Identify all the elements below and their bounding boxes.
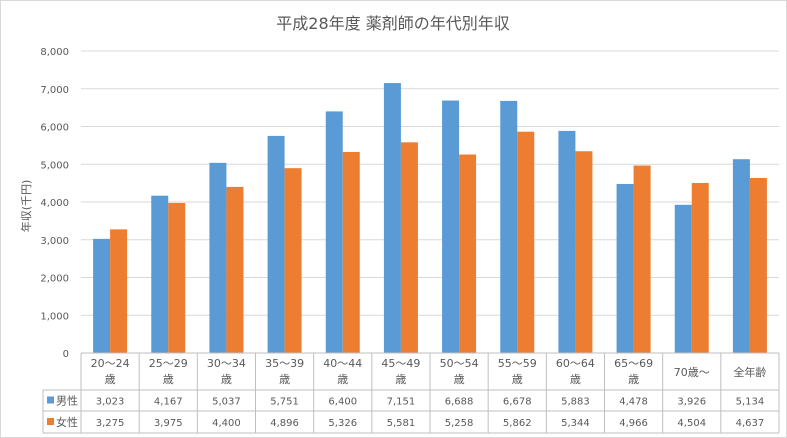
data-label: 6,678 <box>503 397 532 408</box>
bar-male <box>500 100 518 353</box>
y-tick-label: 7,000 <box>40 85 69 96</box>
x-tick-label: 65～69 <box>614 357 653 370</box>
data-label: 3,975 <box>154 418 183 429</box>
data-label: 4,637 <box>736 418 765 429</box>
bar-male <box>151 195 169 353</box>
data-label: 4,504 <box>677 418 706 429</box>
y-tick-label: 1,000 <box>40 311 69 322</box>
x-tick-label: 歳 <box>221 373 232 386</box>
bar-female <box>226 186 244 353</box>
bar-female <box>459 154 477 353</box>
x-tick-label: 歳 <box>337 373 348 386</box>
y-tick-label: 8,000 <box>40 47 69 58</box>
x-tick-label: 30～34 <box>207 357 246 370</box>
data-label: 6,688 <box>445 397 474 408</box>
data-label: 4,896 <box>270 418 299 429</box>
x-tick-label: 20～24 <box>91 357 130 370</box>
x-tick-label: 50～54 <box>440 357 479 370</box>
data-label: 5,344 <box>561 418 590 429</box>
data-label: 5,883 <box>561 397 590 408</box>
legend-label: 女性 <box>56 415 78 429</box>
y-tick-label: 3,000 <box>40 236 69 247</box>
x-tick-label: 歳 <box>105 373 116 386</box>
chart-title: 平成28年度 薬剤師の年代別年収 <box>276 14 509 33</box>
data-label: 5,134 <box>736 397 765 408</box>
data-label: 4,966 <box>619 418 648 429</box>
bar-female <box>400 142 418 353</box>
x-tick-label: 55～59 <box>498 357 537 370</box>
bar-female <box>517 131 535 353</box>
y-axis-label: 年収(千円) <box>19 180 33 233</box>
x-tick-label: 40～44 <box>323 357 362 370</box>
bar-male <box>732 159 750 353</box>
bar-male <box>558 130 576 353</box>
bar-male <box>325 111 343 354</box>
legend-key <box>47 396 54 404</box>
data-label: 4,400 <box>212 418 241 429</box>
data-table: 20～24 歳 25～29 歳 30～34 歳 35～39 歳 40～44 歳 45～49 歳 50～5… <box>42 352 780 434</box>
x-tick-label: 60～64 <box>556 357 595 370</box>
bar-female <box>575 151 593 353</box>
bar-female <box>633 165 651 353</box>
data-label: 5,581 <box>387 418 416 429</box>
y-tick-label: 0 <box>63 349 69 360</box>
bar-male <box>93 238 111 353</box>
bar-female <box>749 177 767 353</box>
data-label: 6,400 <box>328 397 357 408</box>
x-tick-label: 歳 <box>570 373 581 386</box>
bar-female <box>168 202 186 353</box>
bar-male <box>674 204 692 353</box>
bar-female <box>342 151 360 353</box>
y-tick-label: 6,000 <box>40 123 69 134</box>
data-label: 4,167 <box>154 397 183 408</box>
data-label: 5,751 <box>270 397 299 408</box>
bar-female <box>110 229 128 353</box>
data-label: 4,478 <box>619 397 648 408</box>
x-tick-label: 全年齢 <box>733 365 766 379</box>
data-label: 5,037 <box>212 397 241 408</box>
x-tick-label: 70歳～ <box>674 366 710 379</box>
bar-male <box>442 100 460 353</box>
data-label: 5,258 <box>445 418 474 429</box>
gridlines <box>81 50 779 354</box>
bars <box>93 83 767 354</box>
y-tick-label: 4,000 <box>40 198 69 209</box>
data-label: 5,862 <box>503 418 532 429</box>
x-tick-label: 歳 <box>454 373 465 386</box>
y-tick-label: 2,000 <box>40 274 69 285</box>
x-tick-label: 歳 <box>279 373 290 386</box>
y-tick-label: 5,000 <box>40 160 69 171</box>
x-tick-label: 歳 <box>163 373 174 386</box>
legend-label: 男性 <box>56 394 78 408</box>
x-tick-label: 歳 <box>628 373 639 386</box>
data-label: 3,023 <box>96 397 125 408</box>
x-tick-label: 35～39 <box>265 357 304 370</box>
x-tick-label: 歳 <box>395 373 406 386</box>
bar-female <box>284 168 302 353</box>
x-tick-label: 歳 <box>512 373 523 386</box>
data-label: 3,275 <box>96 418 125 429</box>
data-label: 3,926 <box>677 397 706 408</box>
x-tick-label: 45～49 <box>381 357 420 370</box>
y-tick-labels: 0 1,000 2,000 3,000 4,000 5,000 6,000 7,000 8,00… <box>40 47 69 360</box>
bar-male <box>383 83 401 354</box>
legend-key <box>47 418 54 425</box>
bar-male <box>616 183 634 353</box>
bar-female <box>691 182 709 353</box>
data-label: 5,326 <box>328 418 357 429</box>
data-label: 7,151 <box>387 397 416 408</box>
bar-male <box>209 162 227 353</box>
x-tick-label: 25～29 <box>149 357 188 370</box>
bar-male <box>267 135 285 353</box>
